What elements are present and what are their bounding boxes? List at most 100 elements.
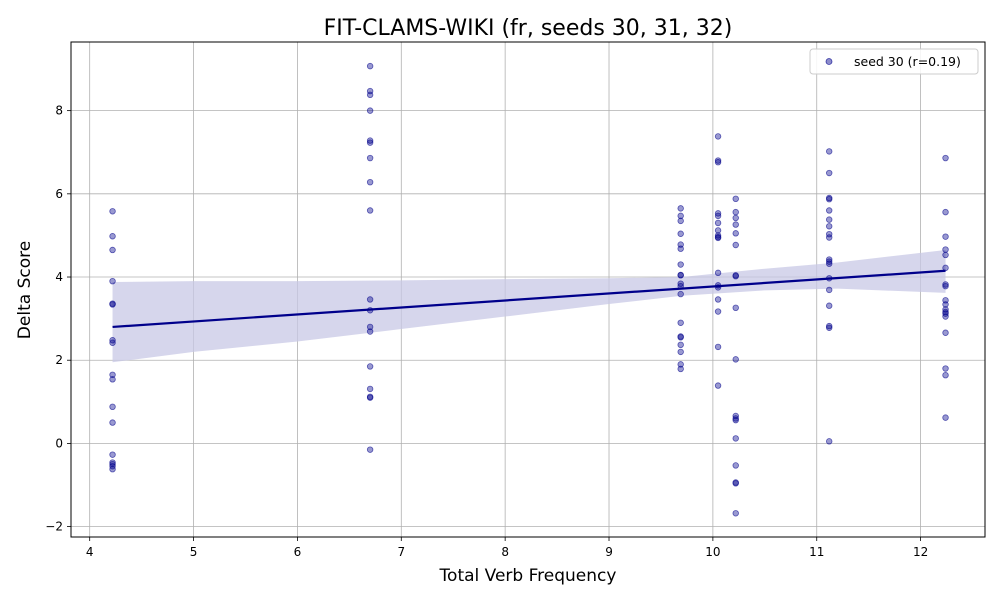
scatter-point (826, 223, 833, 230)
scatter-point (714, 382, 722, 389)
scatter-point (366, 363, 374, 370)
scatter-point (677, 365, 684, 373)
scatter-point (826, 286, 833, 294)
scatter-point (366, 323, 374, 331)
scatter-point (826, 322, 833, 330)
scatter-point (714, 234, 722, 242)
scatter-point (826, 216, 833, 223)
scatter-point (732, 480, 739, 487)
y-tick-label: 0 (55, 436, 63, 450)
y-tick-label: 4 (55, 270, 63, 284)
legend: seed 30 (r=0.19) (809, 48, 979, 75)
scatter-point (714, 157, 722, 164)
scatter-point (366, 296, 374, 303)
scatter-point (714, 133, 722, 140)
scatter-point (826, 258, 833, 265)
scatter-point (942, 308, 949, 316)
scatter-point (732, 195, 739, 203)
scatter-point (942, 208, 949, 216)
scatter-point (942, 301, 949, 308)
scatter-point (109, 451, 116, 458)
scatter-point (732, 510, 739, 517)
scatter-point (826, 148, 833, 155)
scatter-point (677, 341, 684, 349)
scatter-point (732, 272, 739, 280)
scatter-point (942, 264, 949, 272)
scatter-point (677, 361, 684, 368)
scatter-point (109, 233, 116, 240)
scatter-point (942, 281, 949, 288)
scatter-point (109, 371, 116, 378)
x-tick-label: 4 (86, 545, 94, 559)
scatter-point (942, 233, 949, 240)
scatter-point (942, 313, 949, 320)
legend-label: seed 30 (r=0.19) (854, 54, 961, 69)
scatter-point (109, 301, 116, 308)
scatter-point (826, 324, 833, 331)
x-tick-label: 11 (809, 545, 824, 559)
scatter-point (826, 230, 833, 238)
x-tick-label: 5 (190, 545, 198, 559)
legend-box (809, 48, 979, 75)
x-axis-title: Total Verb Frequency (439, 566, 617, 586)
scatter-point (826, 260, 833, 267)
scatter-point (714, 159, 722, 166)
scatter-point (366, 178, 374, 186)
scatter-point (732, 356, 739, 363)
scatter-point (942, 246, 949, 253)
scatter-point (732, 416, 739, 424)
y-tick-label: 6 (55, 187, 63, 201)
scatter-point (366, 91, 374, 99)
scatter-point (677, 348, 684, 356)
scatter-point (826, 207, 833, 214)
x-tick-label: 10 (705, 545, 720, 559)
scatter-point (677, 261, 684, 268)
scatter-point (942, 365, 949, 372)
confidence-band (112, 249, 946, 363)
scatter-point (714, 212, 722, 220)
y-axis-title: Delta Score (15, 241, 35, 339)
scatter-point (732, 435, 739, 442)
scatter-point (732, 304, 739, 312)
scatter-point (366, 394, 374, 401)
scatter-point (677, 319, 684, 326)
scatter-point (732, 241, 739, 249)
plot-frame (70, 41, 986, 538)
scatter-point (942, 251, 949, 259)
x-tick-label: 9 (605, 545, 613, 559)
scatter-point (677, 212, 684, 220)
chart-title: FIT-CLAMS-WIKI (fr, seeds 30, 31, 32) (324, 16, 733, 41)
scatter-point (366, 328, 374, 335)
scatter-point (366, 62, 374, 70)
scatter-point (942, 414, 949, 421)
scatter-point (109, 246, 116, 254)
scatter-point (732, 214, 739, 222)
y-tick-label: 2 (55, 353, 63, 367)
scatter-point (826, 438, 833, 445)
scatter-point (109, 465, 116, 473)
scatter-point (714, 296, 722, 303)
scatter-point (109, 339, 116, 346)
scatter-point (109, 376, 116, 383)
y-tick-label: −2 (45, 520, 63, 534)
scatter-point (677, 334, 684, 341)
scatter-point (677, 272, 684, 279)
scatter-point (366, 139, 374, 146)
scatter-point (714, 343, 722, 351)
scatter-point (366, 137, 374, 144)
scatter-point (677, 230, 684, 237)
regression-line (112, 269, 946, 329)
scatter-point (732, 221, 739, 228)
axes-layer: 4 5 6 7 8 9 10 11 12 −2 0 2 4 6 8 (45, 41, 986, 559)
scatter-point (677, 217, 684, 225)
scatter-point (732, 208, 739, 216)
scatter-point (677, 290, 684, 298)
scatter-point (826, 196, 833, 203)
y-tick-label: 8 (55, 104, 63, 118)
regression-line-layer (112, 269, 946, 329)
legend-marker (825, 58, 833, 65)
scatter-point (109, 403, 116, 411)
scatter-point (732, 230, 739, 237)
x-tick-label: 6 (294, 545, 302, 559)
